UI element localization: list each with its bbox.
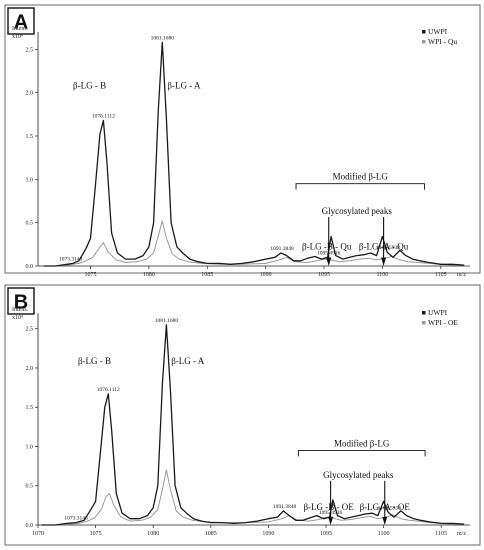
x-tick-label: 1090: [260, 272, 272, 278]
y-tick-label: 2.0: [26, 91, 34, 97]
peak-mz-label: 1073.3143: [64, 516, 88, 522]
legend-swatch: [422, 321, 426, 325]
peak-mz-label: 1100.5938: [377, 245, 400, 251]
peak-mz-label: 1091.3848: [273, 504, 297, 510]
x-tick-label: 1075: [90, 531, 102, 537]
peak-mz-label: 1081.1680: [155, 318, 179, 324]
x-tick-label: 1090: [262, 531, 274, 537]
panel-frame: [4, 4, 481, 274]
peak-mz-label: 1073.3143: [59, 256, 83, 262]
panel-badge-box: [7, 287, 35, 315]
peak-mz-label: 1100.5938: [378, 505, 401, 511]
peak-mz-label: 1076.1112: [97, 387, 120, 393]
x-tick-label: 1100: [378, 531, 390, 537]
glycosylated-arrowhead: [381, 257, 387, 266]
panel-badge-label: A: [14, 12, 28, 34]
spectrum-line-modified: [43, 220, 465, 267]
annotation-blg-a: β-LG - A: [167, 80, 201, 90]
y-tick-label: 2.0: [26, 366, 34, 372]
annotation-blg-b-mod: β-LG -B - OE: [303, 502, 354, 512]
x-tick-label: 1105: [435, 272, 447, 278]
y-axis-multiplier: x10⁴: [12, 34, 23, 40]
annotation-glycosylated: Glycosylated peaks: [323, 470, 394, 480]
y-tick-label: 0.0: [26, 523, 34, 529]
y-tick-label: 0.5: [26, 484, 34, 490]
legend-swatch: [422, 311, 426, 315]
x-tick-label: 1105: [435, 531, 447, 537]
y-tick-label: 2.5: [26, 47, 34, 53]
x-tick-label: 1085: [205, 531, 217, 537]
y-axis-label: Intens.: [12, 26, 29, 32]
x-tick-label: 1100: [377, 272, 389, 278]
annotation-blg-b-mod: β-LG -B - Qu: [302, 242, 352, 252]
peak-mz-label: 1076.1112: [92, 113, 115, 119]
x-tick-label: 1070: [32, 531, 44, 537]
peak-mz-label: 1091.3848: [270, 246, 294, 252]
legend-swatch: [422, 40, 426, 44]
glycosylated-arrowhead: [382, 516, 388, 525]
x-tick-label: 1095: [318, 272, 330, 278]
y-axis-label: Intens.: [12, 307, 29, 313]
x-tick-label: 1075: [85, 272, 97, 278]
y-tick-label: 1.0: [26, 444, 34, 450]
glycosylated-arrowhead: [326, 257, 332, 266]
legend-label: UWPI: [428, 27, 448, 36]
annotation-blg-a: β-LG - A: [171, 356, 205, 366]
annotation-glycosylated: Glycosylated peaks: [322, 206, 393, 216]
y-axis-multiplier: x10⁴: [12, 315, 23, 321]
x-tick-label: 1080: [143, 272, 155, 278]
y-tick-label: 1.5: [26, 405, 34, 411]
x-axis-label: m/z: [457, 272, 466, 278]
panel-badge-label: B: [14, 292, 28, 314]
y-tick-label: 2.5: [26, 327, 34, 333]
annotation-blg-b: β-LG - B: [78, 356, 111, 366]
glycosylated-arrowhead: [328, 516, 334, 525]
annotation-modified: Modified β-LG: [333, 172, 389, 182]
x-axis-label: m/z: [457, 531, 466, 537]
y-tick-label: 0.0: [26, 264, 34, 270]
annotation-blg-a-mod: β-LG -A - OE: [360, 502, 411, 512]
modified-bracket: [295, 183, 425, 190]
legend-label: WPI - Qu: [428, 37, 457, 46]
x-tick-label: 1080: [147, 531, 159, 537]
legend-swatch: [422, 30, 426, 34]
annotation-modified: Modified β-LG: [334, 438, 390, 448]
y-tick-label: 1.0: [26, 177, 34, 183]
spectrum-line-modified: [41, 469, 465, 526]
x-tick-label: 1095: [320, 531, 332, 537]
peak-mz-label: 1081.1680: [151, 35, 175, 41]
legend-label: WPI - OE: [428, 318, 458, 327]
x-tick-label: 1085: [201, 272, 213, 278]
annotation-blg-b: β-LG - B: [73, 80, 106, 90]
modified-bracket: [297, 449, 426, 457]
y-tick-label: 0.5: [26, 221, 34, 227]
panel-badge-box: [7, 7, 35, 35]
panel-frame: [4, 284, 481, 546]
legend-label: UWPI: [428, 308, 448, 317]
annotation-blg-a-mod: β-LG -A - Qu: [359, 242, 409, 252]
y-tick-label: 1.5: [26, 134, 34, 140]
